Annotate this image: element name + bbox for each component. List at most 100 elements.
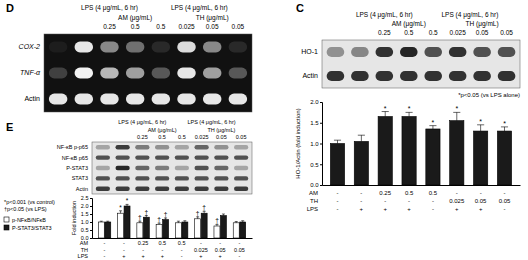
band: [351, 47, 369, 57]
condition-value: 0.05: [499, 198, 511, 204]
significance-mark: †: [164, 211, 168, 218]
row-label: COX-2: [19, 43, 41, 50]
condition-value: -: [142, 247, 144, 253]
condition-value: -: [104, 240, 106, 246]
error-bar-stem: [409, 112, 410, 116]
band: [376, 71, 394, 81]
band: [229, 68, 247, 79]
treatment-header: LPS (4 μg/mL, 6 hr): [356, 11, 413, 19]
band: [49, 94, 67, 105]
condition-value: -: [219, 240, 221, 246]
band: [155, 176, 169, 180]
treatment-header: LPS (4 μg/mL, 6 hr): [187, 119, 235, 125]
agent-label: AM (μg/mL): [392, 20, 426, 28]
condition-value: -: [360, 190, 362, 196]
band: [155, 145, 169, 149]
error-bar: [183, 221, 186, 222]
dose-label: 0.05: [232, 23, 245, 30]
error-bar: [100, 221, 103, 223]
band: [473, 47, 491, 57]
band: [116, 176, 130, 180]
row-label: P-STAT3: [66, 165, 88, 171]
condition-value: -: [337, 206, 339, 212]
error-bar-stem: [337, 140, 338, 143]
bar: [497, 131, 511, 185]
dose-label: 0.05: [206, 23, 219, 30]
condition-value: -: [123, 247, 125, 253]
y-tick: 0.5: [310, 162, 322, 168]
condition-value: +: [161, 253, 164, 259]
error-bar: [334, 140, 341, 143]
condition-label: TH: [310, 198, 318, 204]
band: [152, 94, 170, 105]
blot-background: [92, 142, 252, 194]
band: [177, 42, 195, 53]
band: [203, 94, 221, 105]
y-tick-label: 1.0: [81, 219, 89, 225]
error-bar: [358, 135, 365, 141]
x-axis: [93, 238, 253, 240]
band: [214, 187, 228, 191]
significance-mark: *: [432, 119, 435, 126]
error-bar: [177, 221, 180, 223]
band: [229, 42, 247, 53]
dose-label: 0.5: [158, 134, 166, 140]
error-bar-cap: [358, 135, 365, 136]
error-bar-stem: [204, 211, 205, 213]
y-tick: 2.0: [81, 203, 92, 209]
condition-value: +: [141, 253, 144, 259]
y-tick: 1.0: [310, 141, 322, 147]
band: [424, 47, 442, 57]
dose-label: 0.5: [429, 29, 438, 36]
bar: [450, 121, 464, 185]
condition-value: -: [480, 190, 482, 196]
bar: [143, 217, 149, 238]
y-tick-label: 0.5: [81, 227, 89, 233]
treatment-header: LPS (4 μg/mL, 6 hr): [441, 11, 498, 19]
condition-value: 0.05: [234, 247, 245, 253]
error-bar: [158, 223, 161, 224]
band: [126, 68, 144, 79]
significance-mark: *: [126, 197, 129, 204]
y-tick-mark: [90, 206, 92, 207]
condition-value: +: [219, 253, 222, 259]
band: [214, 176, 228, 180]
bar: [233, 223, 239, 238]
band: [75, 94, 93, 105]
band: [327, 47, 345, 57]
y-tick: 0.0: [310, 182, 322, 188]
error-bar-stem: [120, 211, 121, 213]
error-bar: [196, 217, 199, 219]
error-bar: [164, 218, 167, 220]
y-axis-line: [320, 103, 323, 186]
treatment-header: LPS (4 μg/mL, 6 hr): [171, 4, 228, 12]
y-axis-title: HO-1/Actin (fold induction): [295, 108, 301, 178]
legend-swatch: [4, 225, 9, 230]
y-tick-label: 2.0: [310, 99, 319, 105]
y-tick: 1.0: [81, 219, 92, 225]
band: [96, 166, 110, 170]
band: [195, 187, 209, 191]
error-bar: [406, 112, 413, 116]
band: [175, 155, 189, 159]
band: [155, 166, 169, 170]
legend: p-NFκB/NFκBP-STAT3/STAT3: [4, 217, 52, 231]
agent-label: AM (μg/mL): [118, 14, 152, 22]
bar: [156, 224, 162, 238]
error-bar-stem: [184, 221, 185, 222]
bar: [137, 223, 143, 238]
y-tick-mark: [320, 144, 322, 145]
error-bar-cap: [183, 220, 186, 221]
agent-label: TH (μg/mL): [466, 20, 499, 28]
treatment-header: LPS (4 μg/mL, 6 hr): [81, 4, 138, 12]
significance-mark: †: [196, 210, 200, 217]
condition-value: 0.25: [379, 190, 391, 196]
band: [449, 47, 467, 57]
significance-mark: *: [455, 105, 458, 112]
dose-label: 0.05: [500, 29, 513, 36]
significance-mark: †: [145, 209, 149, 216]
condition-value: 0.05: [215, 247, 226, 253]
band: [135, 176, 149, 180]
y-tick-label: 0.0: [310, 182, 319, 188]
condition-value: +: [199, 253, 202, 259]
